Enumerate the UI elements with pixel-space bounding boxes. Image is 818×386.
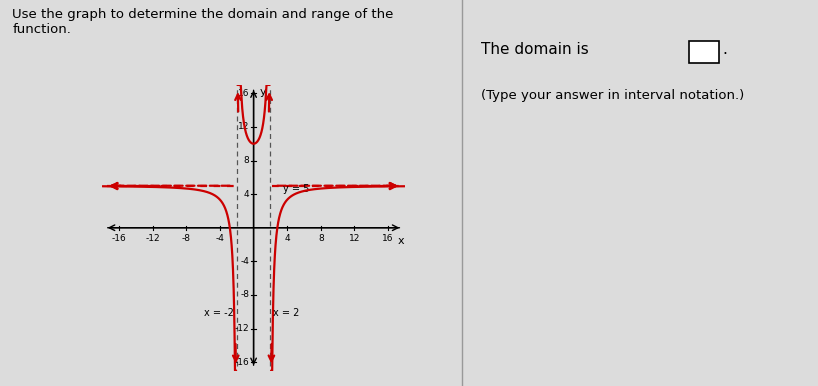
Text: 16: 16 — [238, 89, 249, 98]
Text: The domain is: The domain is — [481, 42, 589, 58]
Text: x = 2: x = 2 — [273, 308, 299, 318]
Text: -8: -8 — [182, 234, 191, 244]
Text: y: y — [259, 88, 266, 97]
Text: -12: -12 — [235, 324, 249, 333]
Text: 4: 4 — [244, 190, 249, 199]
Text: -8: -8 — [240, 290, 249, 300]
Text: y = 5: y = 5 — [283, 185, 309, 195]
Text: 12: 12 — [348, 234, 360, 244]
Text: 12: 12 — [238, 122, 249, 131]
Text: -4: -4 — [215, 234, 224, 244]
Text: 16: 16 — [382, 234, 393, 244]
Text: x: x — [398, 236, 404, 246]
Text: 8: 8 — [318, 234, 324, 244]
Text: (Type your answer in interval notation.): (Type your answer in interval notation.) — [481, 89, 744, 102]
Text: Use the graph to determine the domain and range of the
function.: Use the graph to determine the domain an… — [12, 8, 393, 36]
Text: -16: -16 — [112, 234, 127, 244]
Text: 8: 8 — [244, 156, 249, 165]
Text: x = -2: x = -2 — [204, 308, 234, 318]
Text: -12: -12 — [146, 234, 160, 244]
FancyBboxPatch shape — [689, 41, 719, 63]
Text: .: . — [722, 42, 727, 58]
Text: 4: 4 — [285, 234, 290, 244]
Text: -4: -4 — [240, 257, 249, 266]
Text: -16: -16 — [235, 358, 249, 367]
